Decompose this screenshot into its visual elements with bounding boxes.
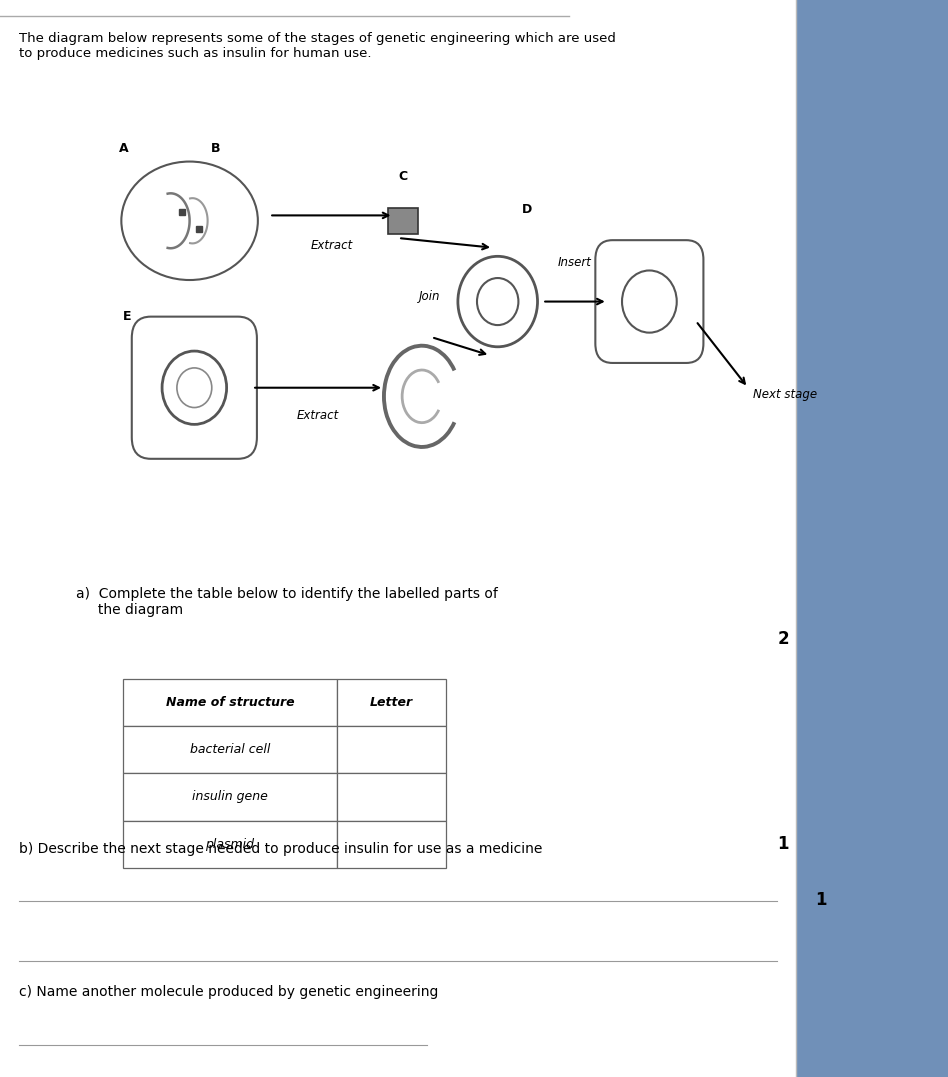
Circle shape — [622, 270, 677, 333]
Text: Extract: Extract — [310, 239, 353, 252]
Text: insulin gene: insulin gene — [191, 791, 268, 803]
Ellipse shape — [121, 162, 258, 280]
Text: Name of structure: Name of structure — [166, 696, 294, 709]
FancyBboxPatch shape — [595, 240, 703, 363]
FancyBboxPatch shape — [123, 821, 337, 868]
Text: Insert: Insert — [558, 256, 592, 269]
FancyBboxPatch shape — [337, 679, 446, 726]
Circle shape — [177, 368, 211, 407]
FancyBboxPatch shape — [337, 726, 446, 773]
FancyBboxPatch shape — [123, 726, 337, 773]
Text: B: B — [210, 142, 220, 155]
Text: plasmid: plasmid — [206, 838, 254, 851]
Text: Join: Join — [419, 290, 441, 303]
Circle shape — [458, 256, 538, 347]
FancyBboxPatch shape — [0, 0, 796, 1077]
Text: A: A — [118, 142, 128, 155]
Text: c) Name another molecule produced by genetic engineering: c) Name another molecule produced by gen… — [19, 985, 438, 999]
FancyBboxPatch shape — [337, 821, 446, 868]
FancyBboxPatch shape — [796, 0, 948, 1077]
FancyBboxPatch shape — [123, 773, 337, 821]
FancyBboxPatch shape — [388, 208, 418, 234]
Text: b) Describe the next stage needed to produce insulin for use as a medicine: b) Describe the next stage needed to pro… — [19, 842, 542, 856]
Text: C: C — [398, 170, 408, 183]
Text: D: D — [521, 204, 532, 216]
Text: Next stage: Next stage — [753, 388, 817, 401]
Text: 2: 2 — [777, 630, 789, 648]
Text: bacterial cell: bacterial cell — [190, 743, 270, 756]
Text: E: E — [123, 310, 132, 323]
Text: 1: 1 — [777, 836, 789, 853]
FancyBboxPatch shape — [132, 317, 257, 459]
Text: 1: 1 — [815, 891, 827, 909]
Text: Extract: Extract — [297, 409, 339, 422]
Circle shape — [162, 351, 227, 424]
FancyBboxPatch shape — [123, 679, 337, 726]
Text: Letter: Letter — [370, 696, 412, 709]
Circle shape — [477, 278, 519, 325]
Text: a)  Complete the table below to identify the labelled parts of
     the diagram: a) Complete the table below to identify … — [76, 587, 498, 617]
FancyBboxPatch shape — [337, 773, 446, 821]
Text: The diagram below represents some of the stages of genetic engineering which are: The diagram below represents some of the… — [19, 32, 616, 60]
